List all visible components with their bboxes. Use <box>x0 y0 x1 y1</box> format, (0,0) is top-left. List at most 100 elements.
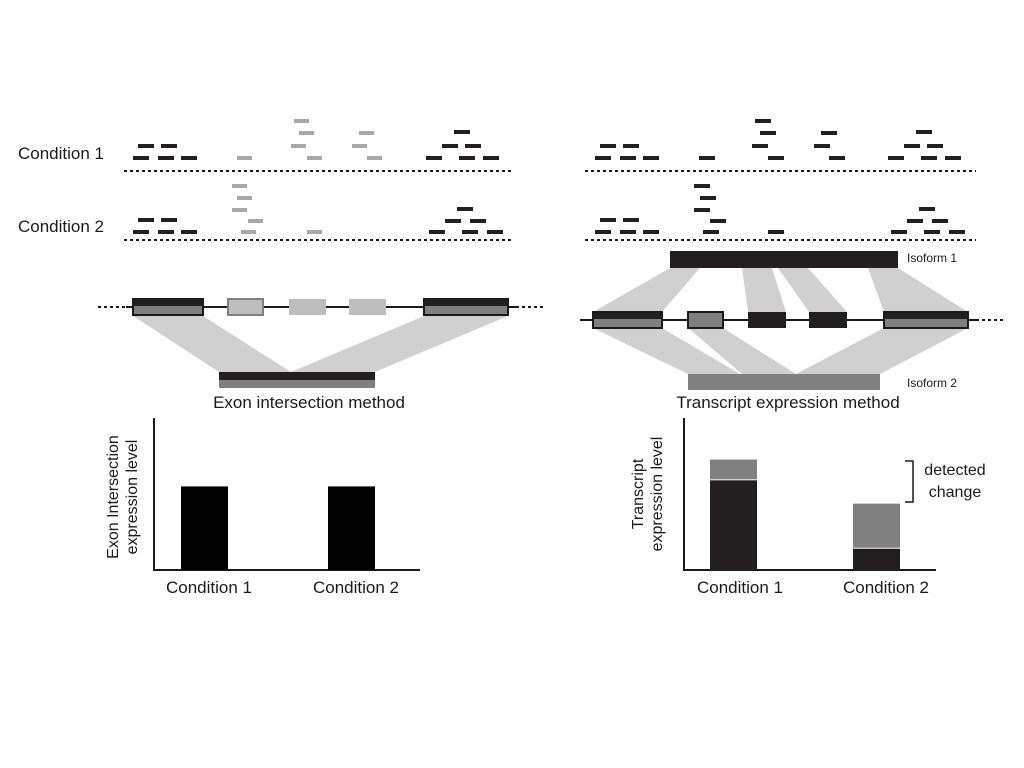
read-fragment <box>623 144 639 148</box>
right-condition-1-reads <box>595 119 961 160</box>
read-fragment <box>760 131 776 135</box>
read-fragment <box>158 156 174 160</box>
read-fragment <box>907 219 923 223</box>
read-fragment <box>620 230 636 234</box>
detected-change-label-1: detected <box>924 462 985 479</box>
read-fragment <box>924 230 940 234</box>
read-fragment <box>359 131 374 135</box>
exon-intersection-panel: Condition 1 Condition 2 <box>18 119 544 597</box>
read-fragment <box>291 144 306 148</box>
exon-box-top <box>885 313 967 319</box>
exon-box <box>687 311 724 329</box>
read-fragment <box>465 144 481 148</box>
y-label-line-2: expression level <box>649 437 666 552</box>
read-fragment <box>710 219 726 223</box>
read-fragment <box>161 144 177 148</box>
read-fragment <box>237 196 252 200</box>
read-fragment <box>921 156 937 160</box>
read-fragment <box>232 184 247 188</box>
read-fragment <box>307 230 322 234</box>
right-condition-2-reads <box>595 184 965 234</box>
read-fragment <box>595 230 611 234</box>
read-fragment <box>470 219 486 223</box>
read-fragment <box>138 144 154 148</box>
intersection-bar-top <box>219 372 375 380</box>
left-condition-2-reads <box>133 184 503 234</box>
read-fragment <box>949 230 965 234</box>
isoform-2-projection <box>593 328 740 374</box>
exon-projection <box>291 316 508 372</box>
transcript-method-title: Transcript expression method <box>676 393 899 412</box>
exon-box <box>349 299 386 315</box>
transcript-y-label: Transcript expression level <box>630 437 666 552</box>
read-fragment <box>919 207 935 211</box>
detected-change-bracket <box>905 460 914 503</box>
x-tick-condition-1: Condition 1 <box>166 578 252 597</box>
exon-box-top <box>425 300 507 306</box>
y-label-line-1: Exon Intersection <box>105 435 122 559</box>
read-fragment <box>945 156 961 160</box>
read-fragment <box>487 230 503 234</box>
x-tick-condition-2: Condition 2 <box>843 578 929 597</box>
isoform-2-projection <box>796 328 968 374</box>
read-fragment <box>181 230 197 234</box>
x-tick-condition-1: Condition 1 <box>697 578 783 597</box>
read-fragment <box>700 196 716 200</box>
isoform-2-label: Isoform 2 <box>907 376 957 390</box>
read-fragment <box>138 218 154 222</box>
read-fragment <box>232 208 247 212</box>
read-fragment <box>462 230 478 234</box>
isoform-1-bar <box>670 251 898 268</box>
detected-change-label-2: change <box>929 484 982 501</box>
read-fragment <box>307 156 322 160</box>
read-fragment <box>752 144 768 148</box>
read-fragment <box>133 156 149 160</box>
isoform-1-projection <box>742 268 786 312</box>
bar-condition-2-isoform-2 <box>853 503 900 548</box>
exon-method-title: Exon intersection method <box>213 393 405 412</box>
read-fragment <box>699 156 715 160</box>
exon-projection <box>133 316 291 372</box>
transcript-expression-panel: Isoform 1 Isoform 2 Transcript expressio… <box>580 119 1004 597</box>
y-label-line-2: expression level <box>124 440 141 555</box>
left-condition-1-reads <box>133 119 499 160</box>
read-fragment <box>821 131 837 135</box>
right-isoform-model: Isoform 1 Isoform 2 <box>580 251 1004 390</box>
read-fragment <box>241 230 256 234</box>
read-fragment <box>768 230 784 234</box>
read-fragment <box>299 131 314 135</box>
bar-condition-1-isoform-2 <box>710 459 757 480</box>
intersection-bar-bottom <box>219 380 375 388</box>
read-fragment <box>595 156 611 160</box>
exon-box-top <box>594 313 661 319</box>
read-fragment <box>483 156 499 160</box>
read-fragment <box>927 144 943 148</box>
exon-box <box>809 312 847 328</box>
isoform-1-label: Isoform 1 <box>907 251 957 265</box>
read-fragment <box>904 144 920 148</box>
read-fragment <box>600 144 616 148</box>
read-fragment <box>891 230 907 234</box>
left-condition-2-label: Condition 2 <box>18 217 104 236</box>
read-fragment <box>643 230 659 234</box>
read-fragment <box>755 119 771 123</box>
read-fragment <box>158 230 174 234</box>
exon-y-label: Exon Intersection expression level <box>105 435 141 559</box>
exon-box <box>289 299 326 315</box>
exon-box-top <box>134 300 202 306</box>
isoform-1-projection <box>593 268 700 312</box>
transcript-expression-chart: Condition 1 Condition 2 Transcript expre… <box>630 418 986 597</box>
read-fragment <box>694 208 710 212</box>
x-tick-condition-2: Condition 2 <box>313 578 399 597</box>
y-label-line-1: Transcript <box>630 458 647 529</box>
read-fragment <box>457 207 473 211</box>
read-fragment <box>248 219 263 223</box>
read-fragment <box>459 156 475 160</box>
read-fragment <box>888 156 904 160</box>
read-fragment <box>426 156 442 160</box>
read-fragment <box>694 184 710 188</box>
read-fragment <box>623 218 639 222</box>
left-gene-model <box>98 298 544 388</box>
read-fragment <box>237 156 252 160</box>
